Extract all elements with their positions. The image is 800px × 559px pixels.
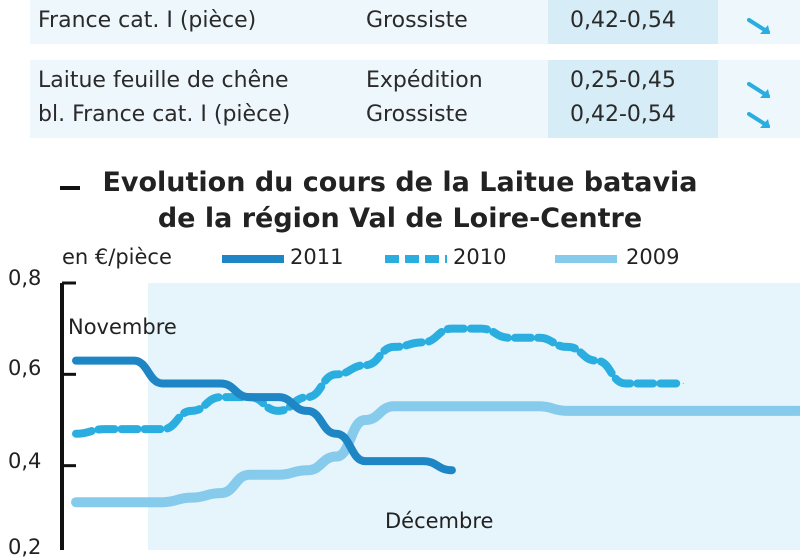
chart-title: Evolution du cours de la Laitue batavia — [102, 167, 698, 198]
data-point-2011 — [393, 460, 395, 462]
data-point-2010 — [220, 396, 222, 398]
data-point-2011 — [75, 360, 77, 362]
data-point-2010 — [567, 346, 569, 348]
data-point-2010 — [104, 428, 106, 430]
data-point-2011 — [335, 433, 337, 435]
y-tick-label: 0,8 — [8, 266, 42, 290]
data-point-2009 — [769, 410, 771, 412]
data-point-2009 — [277, 474, 279, 476]
price-chart: Evolution du cours de la Laitue batavia … — [0, 155, 800, 559]
chart-subtitle: de la région Val de Loire-Centre — [157, 203, 643, 234]
data-point-2009 — [480, 405, 482, 407]
data-point-2011 — [306, 410, 308, 412]
legend-label-2011: 2011 — [290, 245, 344, 269]
data-point-2010 — [451, 328, 453, 330]
y-unit-label: en €/pièce — [62, 245, 172, 269]
data-point-2011 — [220, 382, 222, 384]
product-name: bl. France cat. I (pièce) — [38, 102, 291, 127]
price-range: 0,42-0,54 — [570, 102, 676, 127]
data-point-2009 — [509, 405, 511, 407]
market-type: Grossiste — [366, 8, 468, 33]
data-point-2011 — [162, 382, 164, 384]
chart-plot-area — [60, 255, 800, 550]
data-point-2009 — [133, 501, 135, 503]
data-point-2009 — [364, 419, 366, 421]
price-range: 0,25-0,45 — [570, 68, 676, 93]
data-point-2010 — [653, 382, 655, 384]
data-point-2009 — [249, 474, 250, 476]
data-point-2009 — [538, 405, 540, 407]
data-point-2009 — [798, 410, 800, 412]
data-point-2009 — [75, 501, 77, 503]
product-name: Laitue feuille de chêne — [38, 68, 289, 93]
data-point-2009 — [220, 492, 222, 494]
price-column — [548, 0, 718, 138]
data-point-2010 — [596, 360, 597, 362]
data-point-2010 — [335, 373, 337, 375]
down-arrow-icon — [747, 112, 770, 128]
data-point-2011 — [249, 396, 250, 398]
price-table: France cat. I (pièce) Grossiste 0,42-0,5… — [0, 0, 800, 138]
data-point-2009 — [682, 410, 684, 412]
data-point-2011 — [133, 360, 135, 362]
series-line-2009 — [71, 401, 800, 508]
annotation-start-month: Novembre — [68, 315, 177, 339]
data-point-2009 — [653, 410, 655, 412]
down-arrow-icon — [747, 18, 770, 34]
data-point-2010 — [624, 382, 626, 384]
price-range: 0,42-0,54 — [570, 8, 676, 33]
data-point-2009 — [191, 497, 193, 499]
down-arrow-icon — [747, 82, 770, 98]
data-point-2010 — [306, 396, 308, 398]
series-line-2010 — [72, 324, 688, 438]
row-separator — [30, 44, 800, 60]
data-point-2009 — [422, 405, 424, 407]
product-name: France cat. I (pièce) — [38, 8, 257, 33]
data-point-2010 — [422, 341, 424, 343]
data-point-2011 — [277, 396, 279, 398]
data-point-2010 — [682, 382, 684, 384]
data-point-2010 — [509, 337, 511, 339]
data-point-2009 — [306, 469, 308, 471]
title-marker — [60, 186, 80, 190]
data-point-2009 — [596, 410, 597, 412]
data-point-2011 — [364, 460, 366, 462]
data-point-2010 — [277, 410, 279, 412]
data-point-2011 — [422, 460, 424, 462]
data-point-2011 — [191, 382, 193, 384]
data-point-2011 — [451, 469, 453, 471]
legend-label-2010: 2010 — [453, 245, 507, 269]
y-tick-label: 0,2 — [8, 535, 42, 559]
data-point-2010 — [162, 428, 164, 430]
data-point-2010 — [191, 410, 193, 412]
data-point-2009 — [335, 456, 337, 458]
data-point-2010 — [393, 346, 395, 348]
data-point-2011 — [104, 360, 106, 362]
legend-label-2009: 2009 — [626, 245, 680, 269]
data-point-2010 — [133, 428, 135, 430]
y-tick-label: 0,4 — [8, 449, 42, 473]
data-point-2009 — [162, 501, 164, 503]
series-line-2011 — [72, 356, 456, 475]
data-point-2010 — [538, 337, 540, 339]
market-type: Grossiste — [366, 102, 468, 127]
market-type: Expédition — [366, 68, 483, 93]
data-point-2010 — [480, 328, 482, 330]
y-tick-label: 0,6 — [8, 356, 42, 380]
data-point-2010 — [364, 364, 366, 366]
data-point-2009 — [740, 410, 742, 412]
data-point-2009 — [711, 410, 713, 412]
data-point-2009 — [567, 410, 569, 412]
annotation-end-month: Décembre — [385, 509, 494, 533]
data-point-2010 — [75, 433, 77, 435]
data-point-2009 — [104, 501, 106, 503]
data-point-2009 — [393, 405, 395, 407]
data-point-2009 — [451, 405, 453, 407]
data-point-2009 — [624, 410, 626, 412]
